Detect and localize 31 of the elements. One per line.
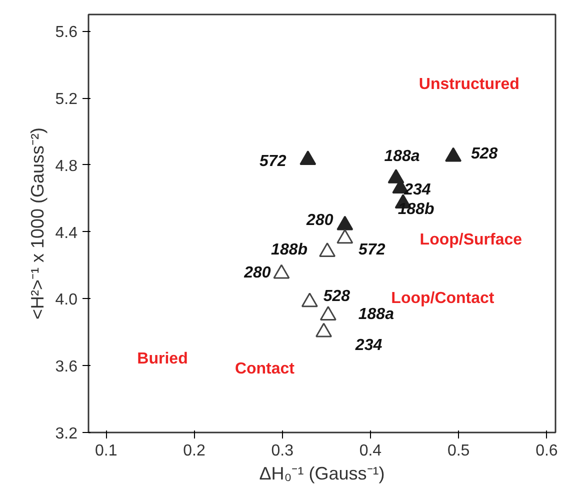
y-tick-label: 5.2 xyxy=(55,91,78,108)
annotation: Unstructured xyxy=(418,76,520,94)
annotation: 280 xyxy=(243,264,271,282)
x-tick-label: 0.5 xyxy=(447,442,470,460)
annotation: 234 xyxy=(354,337,382,354)
x-axis-title: ΔH₀⁻¹ (Gauss⁻¹) xyxy=(259,464,385,484)
annotation: Loop/Contact xyxy=(391,290,495,308)
annotation: 528 xyxy=(323,288,350,306)
annotation: 572 xyxy=(358,242,386,259)
annotation: 188b xyxy=(271,241,308,258)
y-tick-label: 4.4 xyxy=(55,224,78,242)
y-tick-label: 4.0 xyxy=(55,292,78,309)
annotation: 234 xyxy=(403,181,431,198)
y-tick-label: 4.8 xyxy=(55,158,78,175)
y-tick-label: 3.6 xyxy=(55,358,78,376)
y-tick-label: 3.2 xyxy=(55,426,78,442)
x-tick-label: 0.1 xyxy=(95,442,118,460)
annotation: Buried xyxy=(137,350,188,368)
annotation: Loop/Surface xyxy=(420,232,522,249)
x-tick-label: 0.3 xyxy=(271,442,294,460)
annotation: Contact xyxy=(234,360,296,378)
x-tick-label: 0.6 xyxy=(536,442,558,460)
annotation: 280 xyxy=(306,212,334,230)
annotation: 188a xyxy=(384,148,420,165)
y-axis-title: <H²>⁻¹ x 1000 (Gauss⁻²) xyxy=(27,127,48,320)
annotation: 528 xyxy=(470,146,498,163)
x-tick-label: 0.2 xyxy=(183,442,206,460)
x-tick-label: 0.4 xyxy=(359,442,382,460)
y-tick-label: 5.6 xyxy=(55,24,78,42)
annotation: 572 xyxy=(260,152,286,170)
annotation: 188a xyxy=(358,306,394,323)
